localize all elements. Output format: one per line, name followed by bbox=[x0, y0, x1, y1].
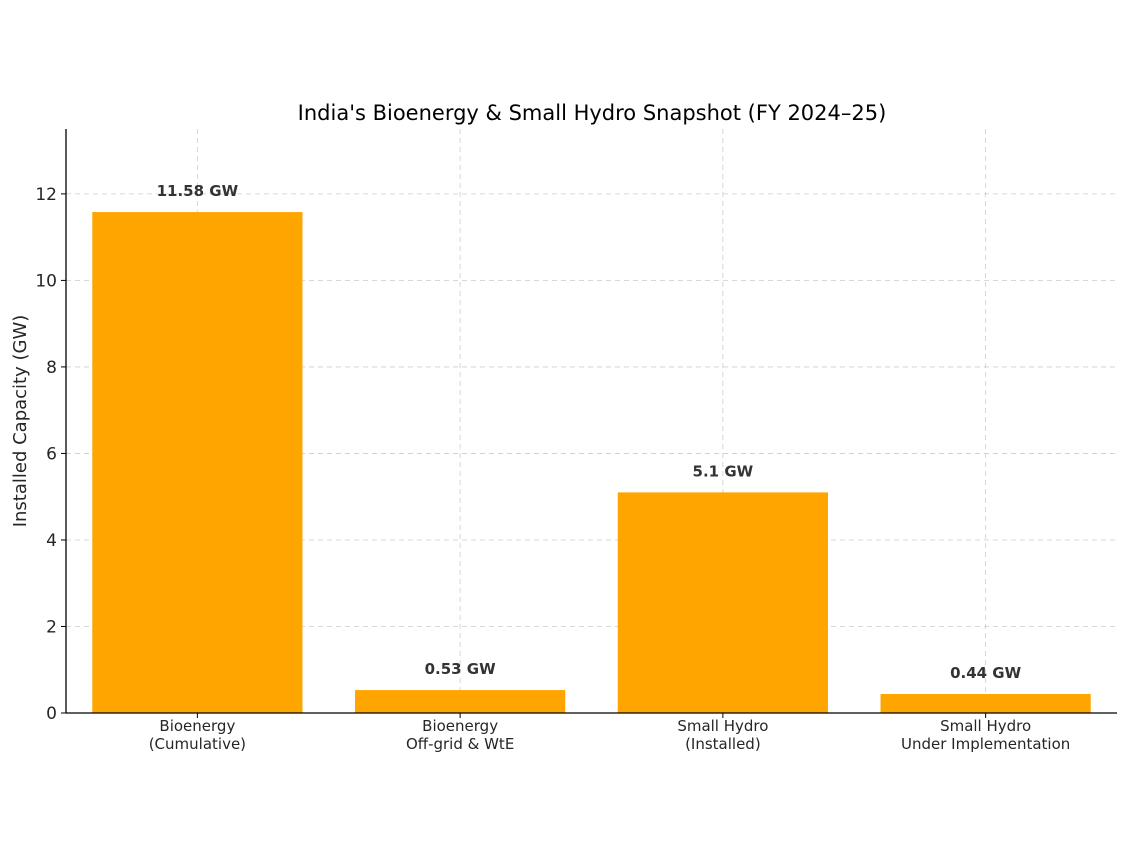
chart-title: India's Bioenergy & Small Hydro Snapshot… bbox=[298, 101, 887, 125]
label-layer: 11.58 GW 0.53 GW 5.1 GW 0.44 GW bbox=[157, 182, 1022, 682]
y-tick-label: 10 bbox=[35, 271, 57, 291]
data-label: 11.58 GW bbox=[157, 182, 239, 200]
x-tick-label: Small Hydro Under Implementation bbox=[901, 717, 1070, 753]
bar bbox=[880, 693, 1091, 713]
y-tick-label: 8 bbox=[46, 358, 57, 378]
bar bbox=[617, 492, 828, 713]
x-tick-label: Bioenergy (Cumulative) bbox=[149, 717, 246, 753]
y-tick-label: 12 bbox=[35, 185, 57, 205]
x-tick-label-line: (Installed) bbox=[685, 735, 761, 753]
x-tick-label: Bioenergy Off-grid & WtE bbox=[406, 717, 514, 753]
x-tick-label-line: Under Implementation bbox=[901, 735, 1070, 753]
data-label: 0.53 GW bbox=[425, 660, 497, 678]
x-tick-label-line: Bioenergy bbox=[159, 717, 235, 735]
x-tick-label-line: Small Hydro bbox=[940, 717, 1031, 735]
y-tick-label: 2 bbox=[46, 617, 57, 637]
x-tick-label: Small Hydro (Installed) bbox=[677, 717, 768, 753]
bar bbox=[355, 690, 566, 713]
data-label: 5.1 GW bbox=[693, 462, 754, 480]
x-tick-label-line: (Cumulative) bbox=[149, 735, 246, 753]
bar-layer bbox=[92, 212, 1091, 713]
x-tick-label-line: Off-grid & WtE bbox=[406, 735, 514, 753]
y-axis-label: Installed Capacity (GW) bbox=[10, 315, 31, 528]
y-tick-label: 0 bbox=[46, 704, 57, 724]
x-tick-label-line: Small Hydro bbox=[677, 717, 768, 735]
bar bbox=[92, 212, 303, 713]
x-tick-label-line: Bioenergy bbox=[422, 717, 498, 735]
data-label: 0.44 GW bbox=[950, 664, 1022, 682]
y-tick-label: 4 bbox=[46, 531, 57, 551]
y-tick-label: 6 bbox=[46, 444, 57, 464]
